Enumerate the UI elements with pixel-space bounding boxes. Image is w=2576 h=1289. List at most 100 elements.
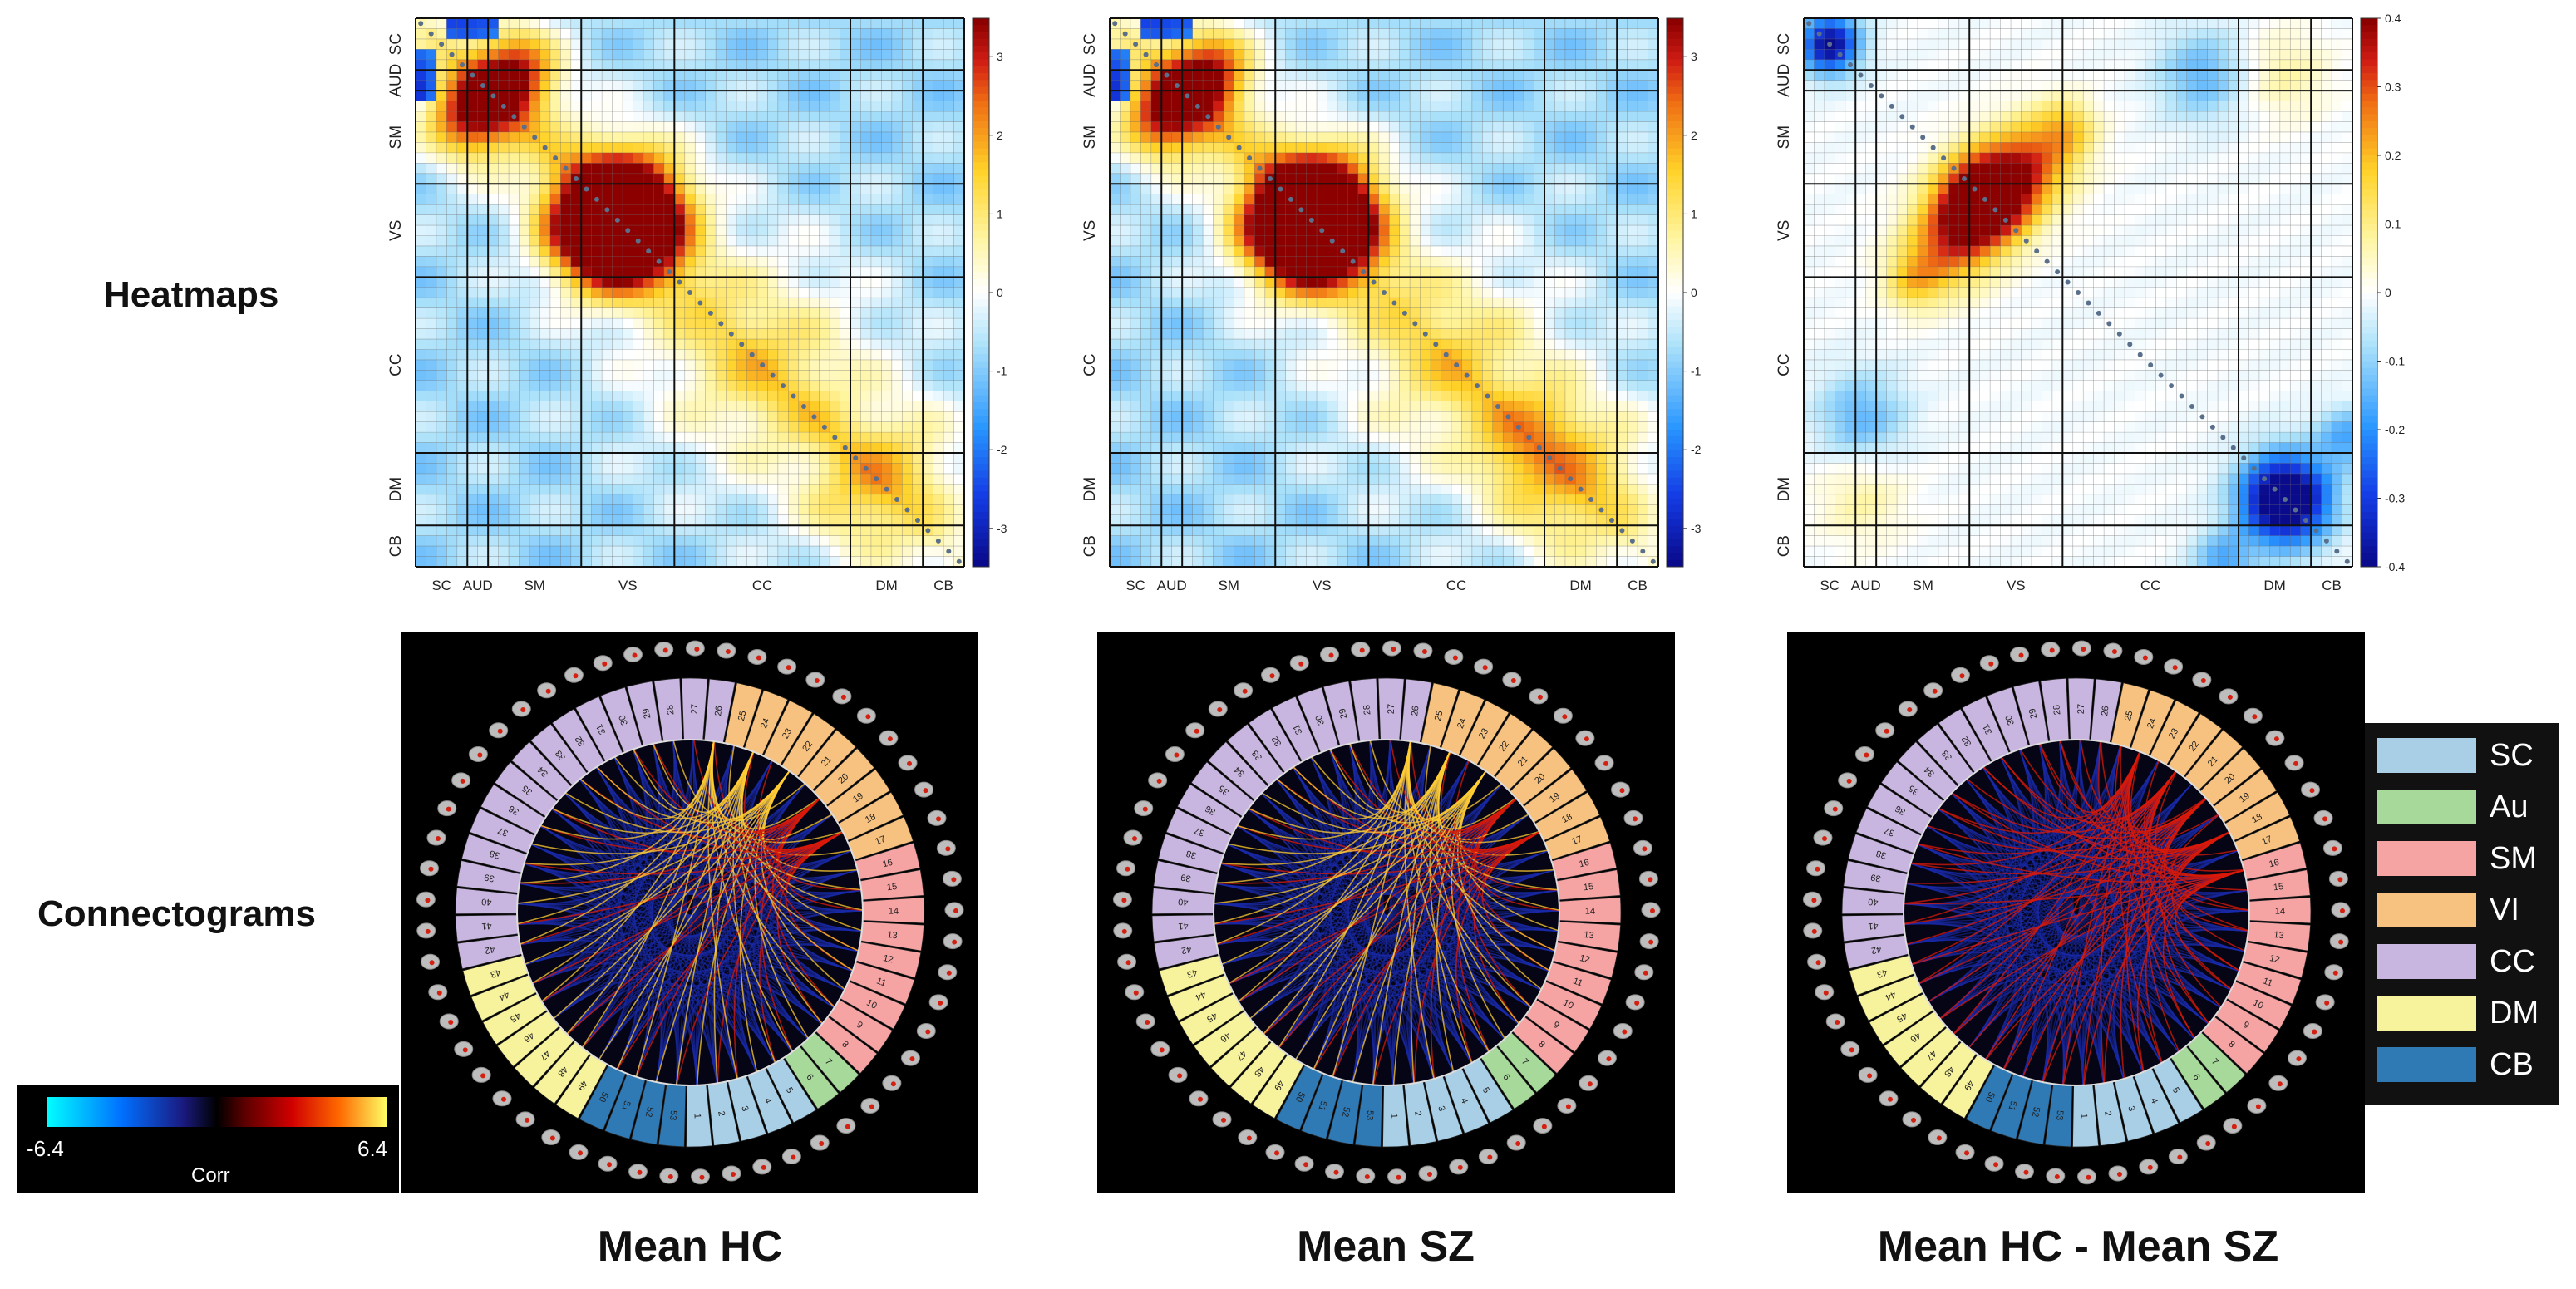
- ring-segment-label: 50: [1293, 1090, 1307, 1104]
- legend-label-cb: CB: [2490, 1047, 2534, 1082]
- heatmap-y-label: CC: [387, 353, 405, 376]
- ring-segment-label: 4: [1459, 1096, 1470, 1105]
- ring-segment-label: 41: [481, 920, 492, 931]
- ring-segment-label: 19: [1548, 791, 1562, 805]
- legend-swatch-cb: [2377, 1047, 2476, 1082]
- heatmap-y-label: VS: [387, 220, 405, 241]
- legend-label-sm: SM: [2490, 841, 2537, 876]
- ring-segment-label: 39: [1870, 872, 1882, 883]
- ring-segment-label: 11: [875, 976, 888, 988]
- ring-segment-label: 43: [1875, 967, 1888, 979]
- heatmap-y-label: DM: [387, 477, 405, 502]
- ring-segment-label: 9: [2241, 1020, 2251, 1031]
- ring-segment-label: 39: [484, 872, 495, 883]
- colorbar-tick-label: 0: [1691, 286, 1697, 299]
- ring-segment-label: 31: [594, 722, 608, 736]
- ring-segment-label: 1: [1389, 1114, 1399, 1119]
- heatmap-x-label: CC: [752, 578, 773, 593]
- heatmap-x-label: VS: [1313, 578, 1332, 593]
- ring-segment-label: 26: [1410, 706, 1421, 717]
- ring-segment-label: 25: [1433, 710, 1446, 722]
- ring-segment-label: 17: [2260, 834, 2273, 848]
- ring-segment-label: 35: [1217, 783, 1231, 797]
- heatmap-x-label: AUD: [463, 578, 493, 593]
- colorbar-tick-label: 0: [2385, 286, 2391, 299]
- row-label-heatmaps: Heatmaps: [104, 274, 279, 315]
- ring-segment-label: 16: [1578, 858, 1590, 870]
- ring-segment-label: 40: [1868, 897, 1879, 908]
- ring-segment-label: 22: [800, 740, 815, 754]
- ring-segment-label: 22: [2187, 740, 2201, 754]
- ring-segment-label: 10: [1561, 998, 1574, 1011]
- legend-swatch-cc: [2377, 944, 2476, 979]
- ring-segment-label: 42: [1870, 944, 1882, 956]
- ring-segment-label: 50: [1983, 1090, 1997, 1104]
- ring-segment-label: 3: [1436, 1105, 1446, 1112]
- colorbar-tick-label: -2: [1691, 443, 1702, 456]
- colorbar-tick-label: -0.4: [2385, 560, 2405, 573]
- ring-segment-label: 30: [618, 714, 630, 727]
- colorbar-tick-label: -2: [997, 443, 1007, 456]
- domain-legend: SC Au SM VI CC DM CB: [2365, 723, 2559, 1105]
- ring-segment-label: 16: [881, 858, 894, 870]
- heatmap-y-label: SM: [1776, 125, 1793, 150]
- heatmap-x-label: VS: [618, 578, 638, 593]
- colorbar-tick-label: 0.2: [2385, 149, 2401, 162]
- ring-segment-label: 41: [1868, 920, 1879, 931]
- ring-segment-label: 17: [1570, 834, 1584, 848]
- ring-segment-label: 43: [1185, 967, 1198, 979]
- heatmap-x-label: CB: [2322, 578, 2342, 593]
- heatmap-mean-hc-svg: SC SC AUD AUD SM SM VS VS CC CC DM DM CB CB 3 2 1 0 -1 -2 -3: [387, 17, 1007, 593]
- heatmap-difference-svg: SC SC AUD AUD SM SM VS VS CC CC DM DM CB CB 0.4 0.3 0.2 0…: [1776, 12, 2405, 593]
- ring-segment-label: 46: [522, 1030, 536, 1044]
- heatmap-x-label: DM: [2263, 578, 2285, 593]
- colorbar-tick-label: 1: [1691, 207, 1697, 220]
- colorbar-tick-label: -1: [1691, 365, 1702, 378]
- ring-segment-label: 18: [1560, 812, 1574, 825]
- ring-segment-label: 52: [1340, 1106, 1352, 1118]
- ring-segment-label: 30: [1314, 714, 1327, 727]
- heatmap-x-label: SM: [1218, 578, 1239, 593]
- ring-segment-label: 5: [1480, 1085, 1491, 1095]
- ring-segment-label: 12: [1579, 953, 1591, 965]
- heatmap-x-label: DM: [875, 578, 897, 593]
- ring-segment-label: 2: [716, 1110, 727, 1117]
- ring-segment-label: 49: [1962, 1079, 1976, 1093]
- heatmap-x-label: CC: [2140, 578, 2161, 593]
- connectogram-mean-sz: 1 2 3 4 5 6 7 8 9 10 11 12 13 14 15 16 17 18 19 20 21 22 23 24 2…: [1097, 632, 1675, 1193]
- ring-segment-label: 32: [1270, 734, 1284, 748]
- ring-segment-label: 12: [2268, 953, 2281, 965]
- ring-segment-label: 41: [1178, 920, 1189, 931]
- heatmap-y-label: VS: [1776, 220, 1793, 241]
- ring-segment-label: 31: [1981, 722, 1994, 736]
- legend-label-dm: DM: [2490, 996, 2539, 1031]
- heatmap-y-label: CC: [1776, 353, 1793, 376]
- ring-segment-label: 46: [1219, 1030, 1233, 1044]
- ring-segment-label: 45: [1894, 1010, 1909, 1024]
- heatmap-x-label: AUD: [1851, 578, 1881, 593]
- ring-segment-label: 42: [484, 944, 495, 956]
- ring-segment-label: 5: [784, 1085, 795, 1095]
- ring-segment-label: 43: [489, 967, 501, 979]
- ring-segment-label: 36: [1204, 803, 1218, 817]
- heatmap-y-label: CB: [387, 535, 405, 557]
- ring-segment-label: 36: [1894, 803, 1908, 817]
- heatmap-x-label: CB: [1628, 578, 1648, 593]
- ring-segment-label: 13: [2273, 930, 2284, 941]
- ring-segment-label: 53: [667, 1110, 678, 1121]
- heatmap-y-label: DM: [1776, 477, 1793, 502]
- ring-segment-label: 38: [1185, 848, 1198, 860]
- ring-segment-label: 13: [887, 930, 898, 941]
- ring-segment-label: 15: [886, 882, 898, 893]
- ring-segment-label: 18: [864, 812, 877, 825]
- ring-segment-label: 29: [641, 707, 653, 720]
- colorbar-tick-label: 0: [997, 286, 1003, 299]
- ring-segment-label: 45: [508, 1010, 522, 1024]
- legend-label-vi: VI: [2490, 893, 2519, 927]
- colorbar-tick-label: 1: [997, 207, 1003, 220]
- heatmap-y-label: CC: [1081, 353, 1099, 376]
- ring-segment-label: 52: [2030, 1106, 2042, 1118]
- ring-segment-label: 35: [520, 783, 534, 797]
- colorbar-tick-label: -1: [997, 365, 1007, 378]
- column-title-mean-sz: Mean SZ: [1297, 1223, 1475, 1271]
